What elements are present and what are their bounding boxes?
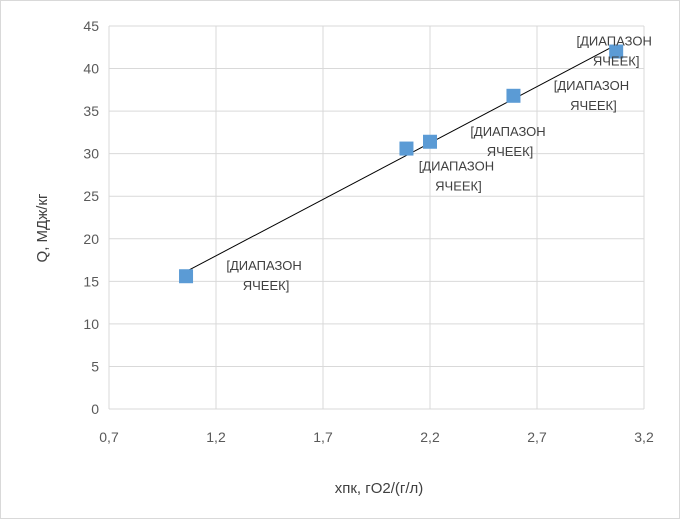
data-labels: [ДИАПАЗОНЯЧЕЕК][ДИАПАЗОНЯЧЕЕК][ДИАПАЗОНЯ… xyxy=(226,34,651,294)
data-label-line2: ЯЧЕЕК] xyxy=(243,278,290,293)
x-tick-label: 1,2 xyxy=(206,429,226,445)
data-label-line1: [ДИАПАЗОН xyxy=(226,258,301,273)
data-label-line1: [ДИАПАЗОН xyxy=(419,159,494,174)
x-axis-title: хпк, гО2/(г/л) xyxy=(335,480,424,497)
data-point-marker xyxy=(179,269,194,284)
x-tick-label: 2,7 xyxy=(527,429,547,445)
y-tick-label: 15 xyxy=(83,273,99,289)
data-label-line2: ЯЧЕЕК] xyxy=(435,179,482,194)
data-label-line1: [ДИАПАЗОН xyxy=(554,78,629,93)
y-tick-label: 20 xyxy=(83,231,99,247)
data-label-line1: [ДИАПАЗОН xyxy=(577,34,652,49)
x-tick-label: 2,2 xyxy=(420,429,440,445)
y-tick-label: 40 xyxy=(83,61,99,77)
y-tick-label: 10 xyxy=(83,316,99,332)
axes xyxy=(108,26,644,410)
data-label-line2: ЯЧЕЕК] xyxy=(487,144,534,159)
data-points xyxy=(179,44,624,284)
y-tick-label: 5 xyxy=(91,358,99,374)
x-tick-label: 0,7 xyxy=(99,429,119,445)
trendline-group xyxy=(185,44,617,273)
data-point-marker xyxy=(609,44,624,59)
data-label-line1: [ДИАПАЗОН xyxy=(470,124,545,139)
data-point-marker xyxy=(423,134,437,149)
x-tick-label: 3,2 xyxy=(634,429,654,445)
trendline xyxy=(185,44,617,273)
grid-lines xyxy=(109,25,645,409)
y-tick-label: 45 xyxy=(83,18,99,34)
y-axis-title: Q, МДж/кг xyxy=(34,193,51,262)
y-tick-label: 30 xyxy=(83,146,99,162)
y-tick-label: 25 xyxy=(83,188,99,204)
data-label-line2: ЯЧЕЕК] xyxy=(570,98,617,113)
data-point-marker xyxy=(506,88,521,103)
y-tick-label: 0 xyxy=(91,401,99,417)
y-tick-label: 35 xyxy=(83,103,99,119)
data-point-marker xyxy=(399,141,414,156)
tick-labels: 0 5 10 15 20 25 30 35 40 45 0,7 1,2 1,7 2,2 2,7 3,2 xyxy=(83,18,654,445)
data-label-line2: ЯЧЕЕК] xyxy=(593,54,640,69)
x-tick-label: 1,7 xyxy=(313,429,333,445)
